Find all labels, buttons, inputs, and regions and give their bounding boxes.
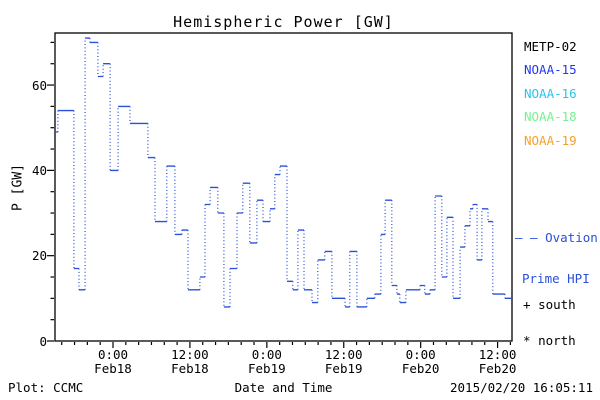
satellite-legend: METP-02 NOAA-15 NOAA-16 NOAA-18 NOAA-19 — [524, 39, 577, 157]
plot-frame — [54, 32, 513, 342]
y-tick-label: 0 — [39, 333, 47, 349]
ovation-label: Ovation — [545, 230, 598, 245]
x-tick-label: 0:00 Feb19 — [229, 347, 305, 376]
y-tick-label: 40 — [31, 162, 47, 178]
x-tick-date: Feb19 — [324, 360, 363, 376]
x-tick-time: 0:00 — [251, 347, 282, 362]
south-marker-legend: + south — [523, 297, 576, 312]
x-tick-time: 0:00 — [97, 347, 129, 362]
footer-plot-source: Plot: CCMC — [8, 380, 84, 395]
north-label: north — [538, 333, 576, 348]
x-tick-date: Feb18 — [94, 360, 132, 376]
legend-item-noaa-15: NOAA-15 — [524, 62, 577, 78]
asterisk-symbol: * — [523, 333, 531, 348]
y-axis-title: P [GW] — [10, 164, 26, 211]
chart-title: Hemispheric Power [GW] — [173, 13, 394, 31]
x-tick-label: 12:00 Feb18 — [152, 347, 228, 376]
x-tick-time: 0:00 — [405, 347, 436, 362]
x-tick-label: 0:00 Feb20 — [383, 347, 459, 376]
x-tick-time: 12:00 — [324, 347, 363, 362]
ovation-legend-line2: Prime HPI — [522, 270, 590, 286]
x-tick-date: Feb20 — [401, 360, 440, 376]
plus-symbol: + — [523, 297, 531, 312]
hpi-step-line — [55, 37, 512, 308]
y-tick-label: 20 — [31, 248, 47, 264]
hpi-step-connectors — [57, 38, 506, 307]
y-tick-label: 60 — [31, 77, 47, 93]
x-tick-date: Feb20 — [478, 360, 517, 376]
x-tick-label: 12:00 Feb19 — [306, 347, 382, 376]
ovation-legend: – – Ovation Prime HPI — [515, 204, 598, 312]
x-tick-time: 12:00 — [478, 347, 517, 362]
legend-item-noaa-19: NOAA-19 — [524, 132, 577, 148]
x-tick-label: 0:00 Feb18 — [75, 347, 151, 376]
ovation-dash-sample: – – — [515, 230, 538, 245]
x-tick-time: 12:00 — [171, 347, 209, 362]
x-tick-label: 12:00 Feb20 — [460, 347, 536, 376]
x-tick-date: Feb18 — [171, 360, 209, 376]
x-axis-title: Date and Time — [234, 380, 333, 395]
north-marker-legend: * north — [523, 333, 576, 348]
legend-item-metp-02: METP-02 — [524, 39, 577, 54]
legend-item-noaa-16: NOAA-16 — [524, 85, 577, 101]
legend-item-noaa-18: NOAA-18 — [524, 109, 577, 125]
ovation-legend-line1: – – Ovation — [515, 231, 598, 245]
x-tick-date: Feb19 — [248, 360, 286, 376]
footer-timestamp: 2015/02/20 16:05:11 — [450, 380, 593, 395]
south-label: south — [538, 297, 576, 312]
